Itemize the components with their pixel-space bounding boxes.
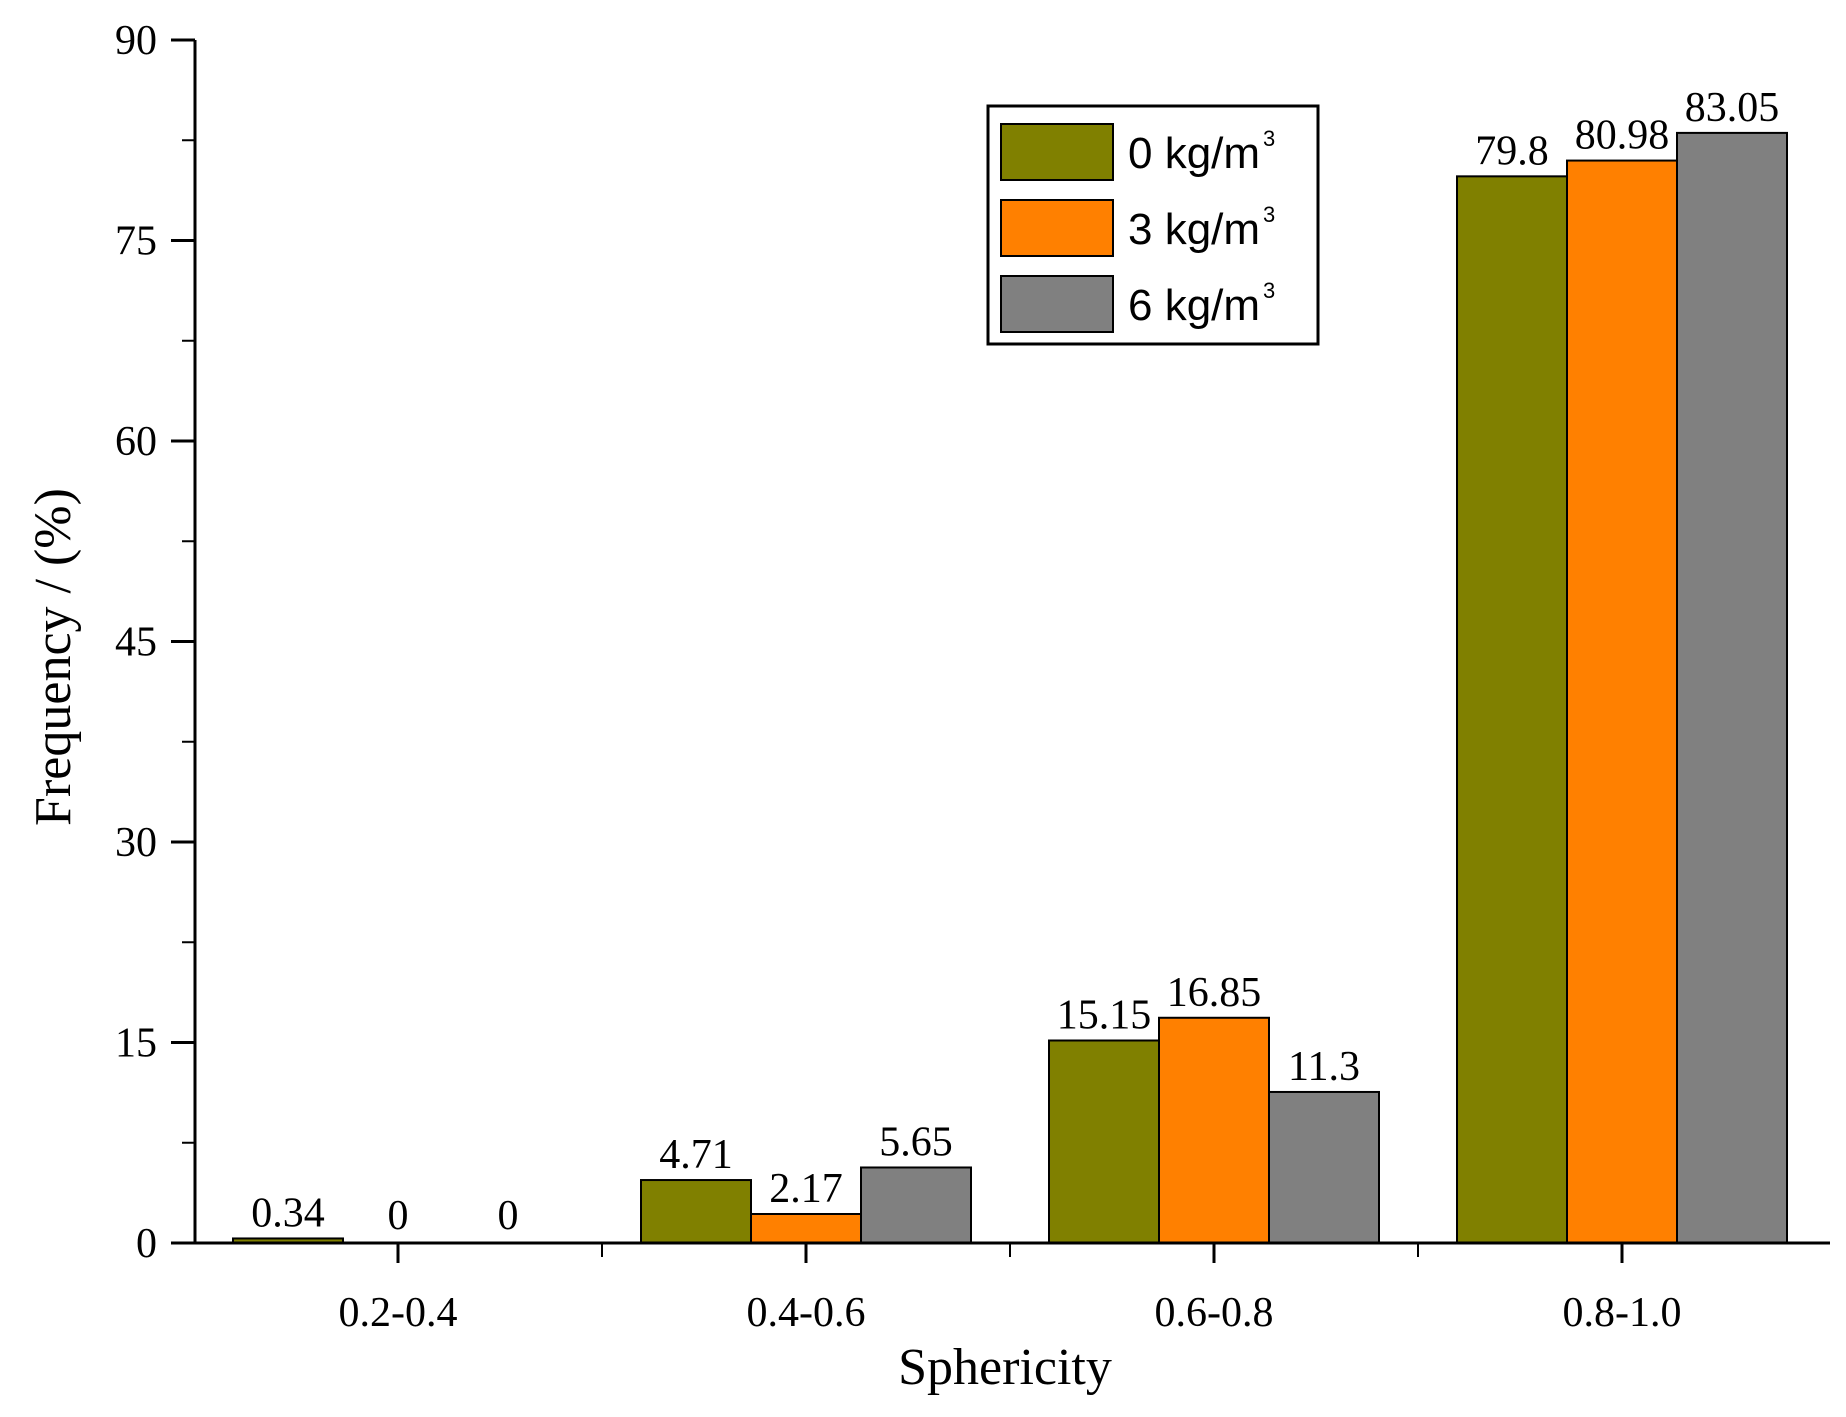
- bar-1-0.6-0.8: [1048, 1039, 1160, 1244]
- bar-2-0.8-1.0: [1566, 159, 1678, 1244]
- data-label-2-0.6-0.8: 16.85: [1167, 970, 1262, 1016]
- y-tick-label: 90: [115, 18, 157, 64]
- y-axis-title: Frequency / (%): [25, 488, 82, 826]
- data-label-1-0.6-0.8: 15.15: [1057, 992, 1152, 1038]
- bar-3-0.4-0.6: [860, 1166, 972, 1245]
- data-label-3-0.8-1.0: 83.05: [1685, 85, 1780, 131]
- y-tick-label: 60: [115, 419, 157, 465]
- data-label-1-0.8-1.0: 79.8: [1475, 128, 1549, 174]
- data-label-2-0.8-1.0: 80.98: [1575, 113, 1670, 159]
- legend: 0 kg/m 3 3 kg/m 3 6 kg/m 3: [986, 104, 1320, 346]
- data-label-2-0.2-0.4: 0: [388, 1193, 409, 1239]
- legend-swatch-2: [1000, 199, 1114, 257]
- x-tick-label: 0.2-0.4: [339, 1290, 458, 1336]
- x-tick-label: 0.8-1.0: [1563, 1290, 1682, 1336]
- data-label-2-0.4-0.6: 2.17: [769, 1166, 843, 1212]
- legend-swatch-3: [1000, 275, 1114, 333]
- legend-swatch-1: [1000, 123, 1114, 181]
- bar-2-0.6-0.8: [1158, 1016, 1270, 1244]
- bar-1-0.4-0.6: [640, 1179, 752, 1244]
- axes-layer: [171, 38, 1830, 1263]
- x-tick-label: 0.6-0.8: [1155, 1290, 1274, 1336]
- y-tick-label: 0: [136, 1221, 157, 1267]
- data-label-3-0.2-0.4: 0: [498, 1193, 519, 1239]
- legend-label-1: 0 kg/m 3: [1128, 126, 1275, 178]
- labels-layer: 0.34 0 0 4.71 2.17 5.65 15.15 16.85 11.3 79.8 80.9…: [115, 18, 1779, 1336]
- y-tick-label: 75: [115, 219, 157, 265]
- legend-label-2: 3 kg/m 3: [1128, 202, 1275, 254]
- bar-3-0.8-1.0: [1676, 131, 1788, 1245]
- legend-label-3: 6 kg/m 3: [1128, 278, 1275, 330]
- y-tick-label: 45: [115, 620, 157, 666]
- data-label-1-0.4-0.6: 4.71: [659, 1132, 733, 1178]
- data-label-1-0.2-0.4: 0.34: [251, 1190, 325, 1236]
- data-label-3-0.6-0.8: 11.3: [1288, 1044, 1360, 1090]
- bar-3-0.6-0.8: [1268, 1090, 1380, 1244]
- y-tick-label: 15: [115, 1021, 157, 1067]
- x-tick-label: 0.4-0.6: [747, 1290, 866, 1336]
- y-tick-label: 30: [115, 820, 157, 866]
- bar-1-0.8-1.0: [1456, 175, 1568, 1245]
- bar-2-0.4-0.6: [750, 1212, 862, 1245]
- bars-layer: [232, 131, 1788, 1245]
- x-axis-title: Sphericity: [898, 1339, 1112, 1396]
- data-label-3-0.4-0.6: 5.65: [879, 1119, 953, 1165]
